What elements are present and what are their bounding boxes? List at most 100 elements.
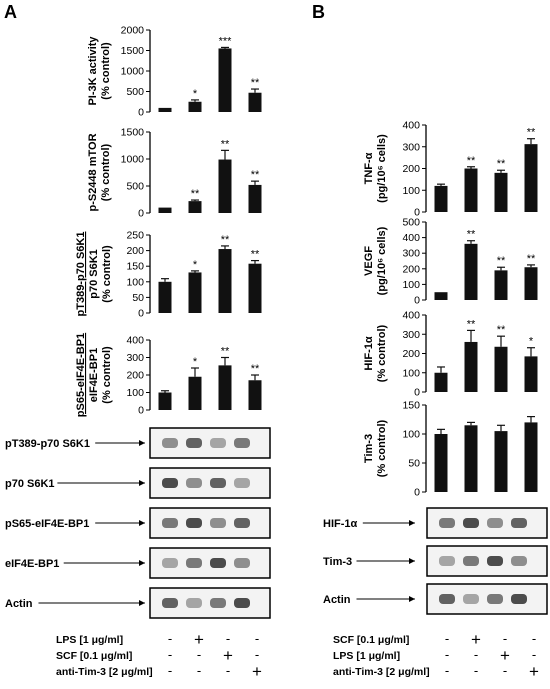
blot-row: eIF4E-BP1: [5, 547, 271, 579]
y-axis-label: PI-3K activity(% control): [87, 36, 112, 106]
y-tick-label: 200: [126, 245, 144, 257]
blot-band: [210, 478, 226, 488]
y-tick-label: 400: [402, 232, 420, 244]
treatment-label: LPS [1 μg/ml]: [56, 634, 123, 646]
blot-band: [511, 518, 527, 528]
y-axis-label-line: (pg/10⁶ cells): [376, 226, 388, 295]
significance-label: *: [529, 336, 534, 348]
y-tick-label: 100: [126, 276, 144, 288]
y-tick-label: 1500: [121, 127, 145, 139]
y-tick-label: 300: [402, 248, 420, 260]
bar: [158, 207, 172, 213]
treatment-mark: -: [474, 647, 478, 662]
significance-label: *: [193, 259, 198, 271]
y-axis-label: pS65-eIF4E-BP1eIF4E-BP1(% control): [75, 333, 113, 417]
treatment-mark: -: [226, 631, 230, 646]
bar: [158, 281, 172, 313]
blot-band: [234, 558, 250, 568]
treatment-mark: -: [503, 663, 507, 678]
blot-band: [162, 558, 178, 568]
significance-label: **: [251, 249, 260, 261]
arrow-head: [139, 560, 145, 566]
blot-label: Tim-3: [323, 556, 352, 568]
significance-label: **: [527, 253, 536, 265]
y-axis-label-line: p70 S6K1: [88, 249, 100, 299]
bar: [494, 172, 508, 212]
arrow-head: [409, 596, 415, 602]
blot-label: HIF-1α: [323, 518, 358, 530]
bar: [248, 263, 262, 313]
blot-label: pS65-eIF4E-BP1: [5, 518, 89, 530]
y-tick-label: 100: [402, 429, 420, 441]
bar: [524, 422, 538, 492]
y-tick-label: 2000: [121, 25, 145, 37]
significance-label: **: [221, 138, 230, 150]
treatment-mark: -: [445, 647, 449, 662]
y-axis-label-line: (% control): [101, 245, 113, 303]
significance-label: **: [191, 188, 200, 200]
y-tick-label: 500: [126, 181, 144, 193]
blot-band: [186, 598, 202, 608]
y-tick-label: 0: [138, 107, 144, 119]
significance-label: *: [193, 356, 198, 368]
blot-band: [463, 594, 479, 604]
y-axis-label-line: VEGF: [363, 246, 375, 276]
bar: [434, 292, 448, 300]
y-tick-label: 0: [414, 387, 420, 399]
blot-band: [511, 594, 527, 604]
bar-chart-1: 0 500 1000 1500 2000 PI-3K activity(% control…: [87, 25, 262, 119]
y-axis-label-line: (pg/10⁶ cells): [376, 134, 388, 203]
blot-label: pT389-p70 S6K1: [5, 438, 90, 450]
treatment-mark: -: [255, 631, 259, 646]
blot-band: [463, 518, 479, 528]
treatment-mark: +: [252, 662, 262, 681]
y-tick-label: 0: [414, 295, 420, 307]
significance-label: ***: [219, 35, 233, 47]
blot-band: [186, 438, 202, 448]
y-tick-label: 150: [126, 261, 144, 273]
bar: [248, 184, 262, 213]
y-tick-label: 1000: [121, 154, 145, 166]
y-axis-label: Tim-3(% control): [363, 419, 388, 477]
blot-band: [186, 518, 202, 528]
y-tick-label: 200: [402, 163, 420, 175]
blot-label: eIF4E-BP1: [5, 558, 59, 570]
significance-label: **: [221, 346, 230, 358]
significance-label: **: [497, 324, 506, 336]
y-axis-label: HIF-1α(% control): [363, 324, 388, 382]
arrow-head: [139, 440, 145, 446]
y-tick-label: 1000: [121, 66, 145, 78]
bar-chart-6: 0 100 200 300 400 500 VEGF(pg/10⁶ cells) ** ** **: [363, 217, 538, 307]
blot-band: [186, 478, 202, 488]
treatment-mark: +: [223, 646, 233, 665]
treatment-mark: -: [197, 647, 201, 662]
panel-label-b: B: [312, 2, 325, 22]
significance-label: **: [251, 363, 260, 375]
y-tick-label: 400: [402, 310, 420, 322]
y-tick-label: 100: [402, 185, 420, 197]
bar: [524, 356, 538, 392]
blot-band: [439, 594, 455, 604]
bar-chart-4: 0 100 200 300 400 pS65-eIF4E-BP1eIF4E-BP1(% c…: [75, 333, 262, 417]
bar: [188, 101, 202, 112]
bar: [158, 392, 172, 410]
blot-row: Actin: [323, 583, 548, 615]
treatment-mark: -: [474, 663, 478, 678]
panel-label-a: A: [4, 2, 17, 22]
arrow-head: [409, 558, 415, 564]
blot-band: [487, 594, 503, 604]
treatment-label: SCF [0.1 μg/ml]: [56, 650, 132, 662]
bar: [494, 431, 508, 492]
bar: [464, 425, 478, 492]
y-axis-label-line: Tim-3: [363, 434, 375, 463]
y-axis-label-line: pS65-eIF4E-BP1: [75, 333, 87, 417]
y-tick-label: 0: [138, 308, 144, 320]
blot-band: [162, 518, 178, 528]
blot-band: [234, 598, 250, 608]
arrow-head: [409, 520, 415, 526]
y-axis-label: TNF-α(pg/10⁶ cells): [363, 134, 388, 203]
blot-row: pT389-p70 S6K1: [5, 427, 271, 459]
blot-band: [210, 558, 226, 568]
bar: [188, 272, 202, 313]
blot-band: [162, 478, 178, 488]
